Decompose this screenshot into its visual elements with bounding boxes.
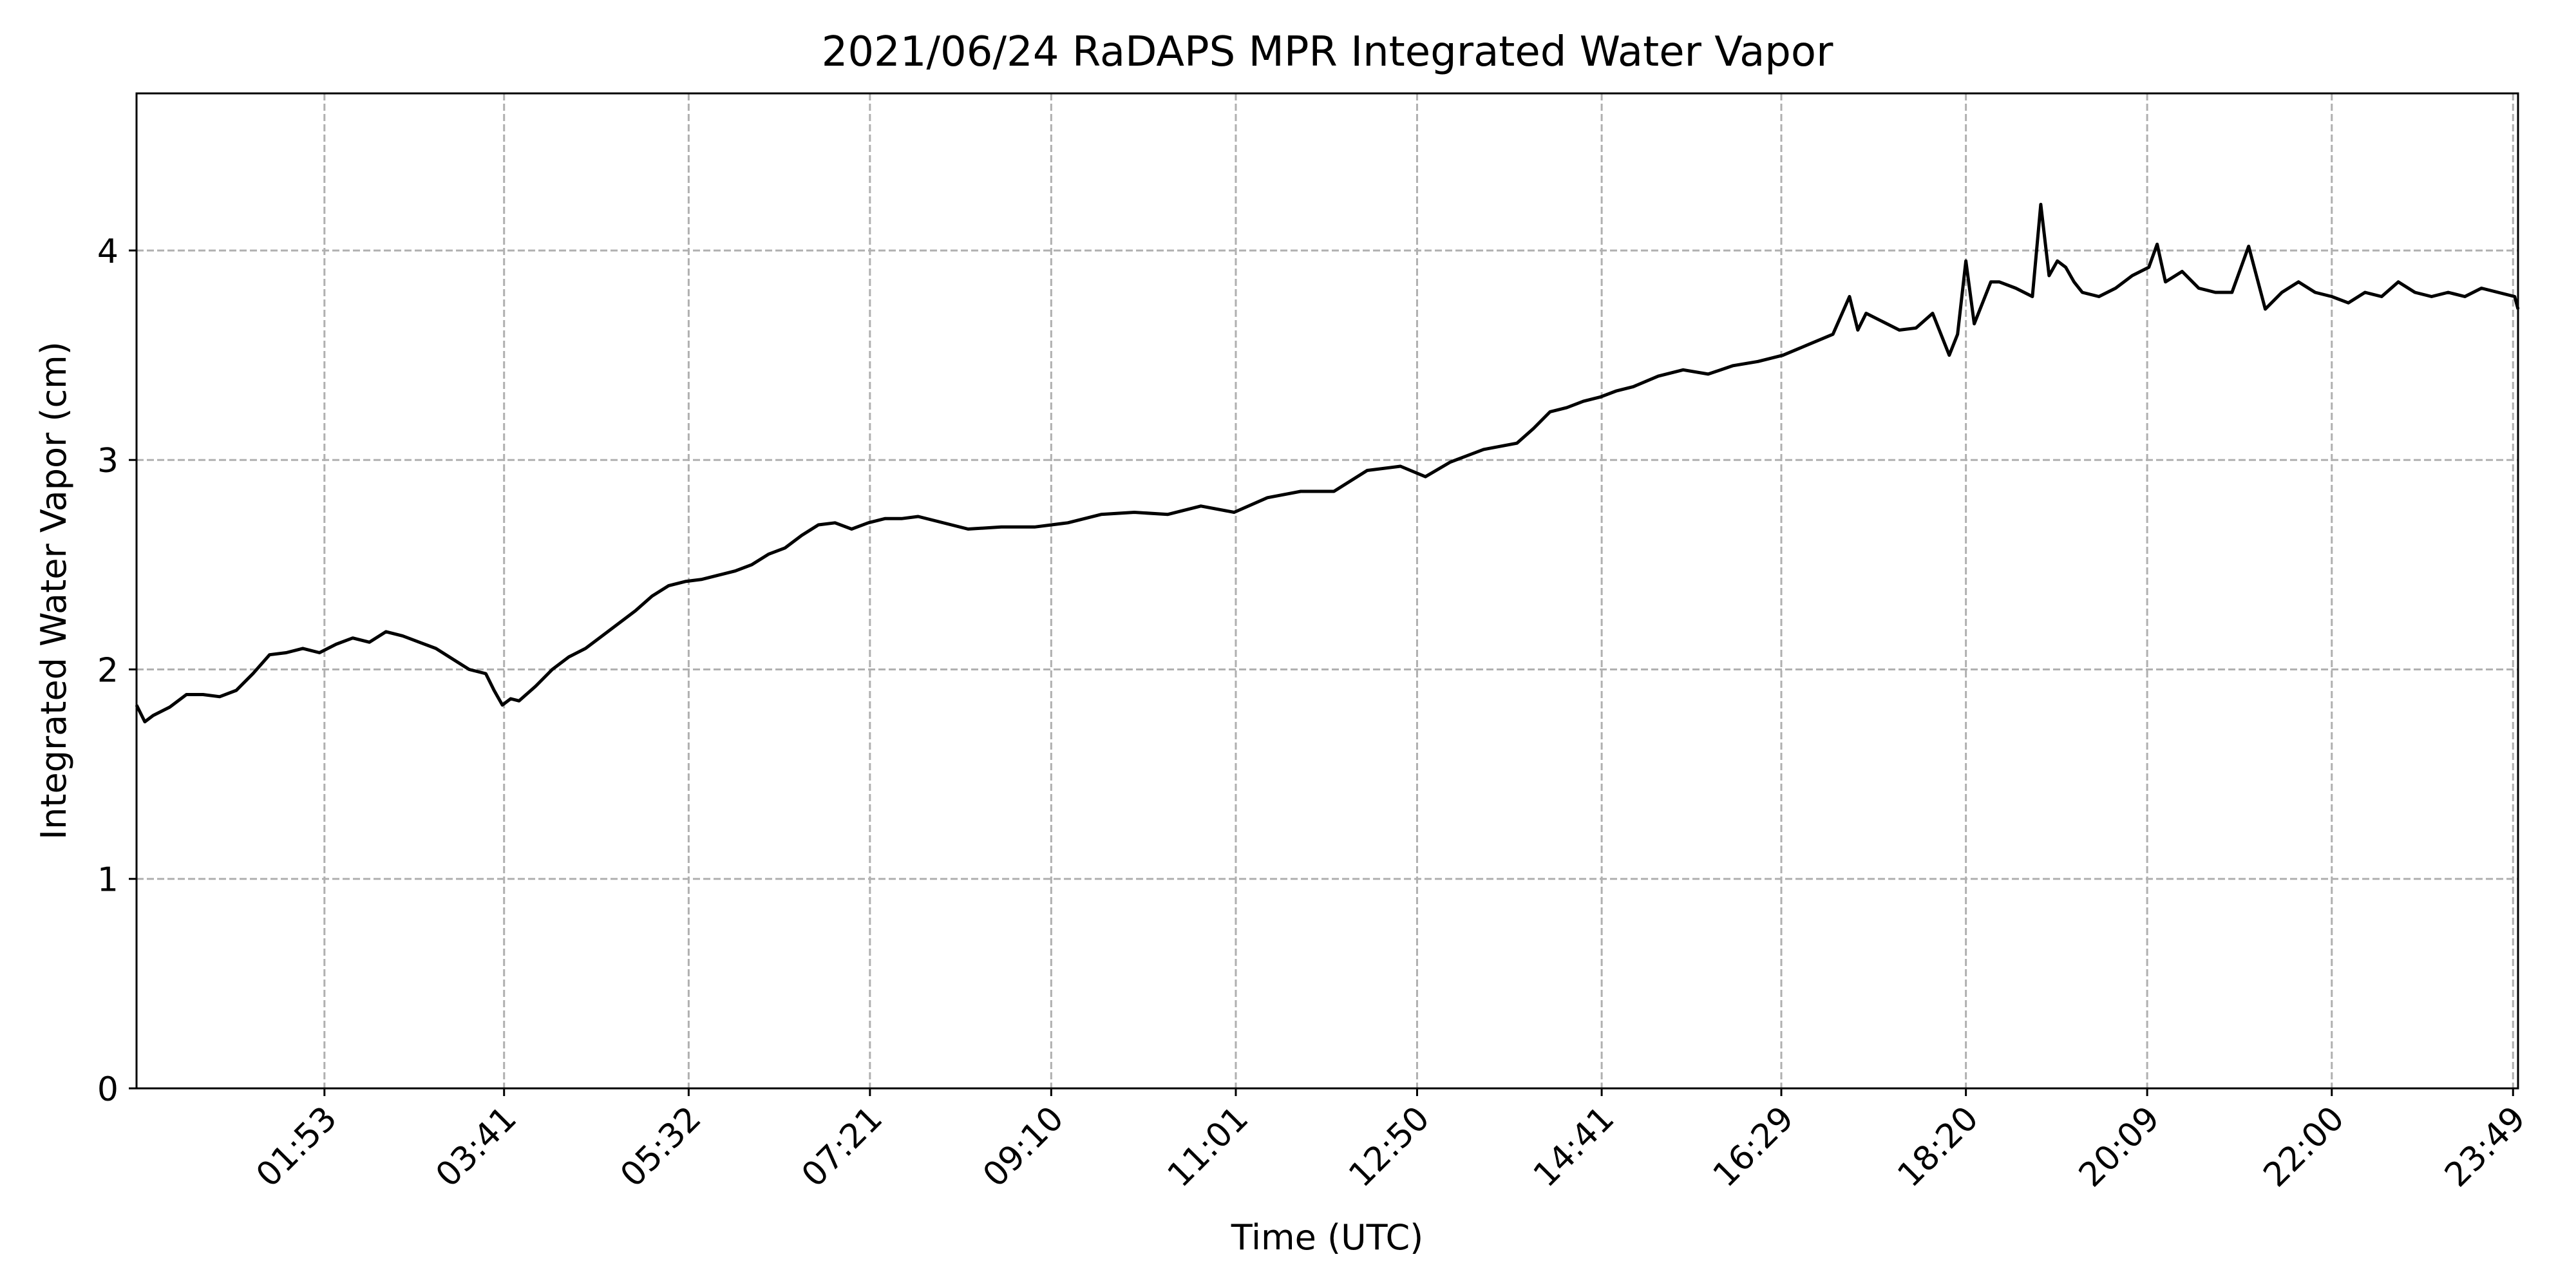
series-line [135,202,2520,724]
y-tick-label: 4 [97,232,118,271]
plot-frame [135,92,2519,1090]
y-tick-label: 1 [97,861,118,900]
grid [137,93,2518,1088]
chart-title: 2021/06/24 RaDAPS MPR Integrated Water V… [822,28,1833,76]
y-tick-label: 3 [97,442,118,480]
y-tick-label: 0 [97,1070,118,1109]
y-tick-label: 2 [97,651,118,690]
y-axis-label: Integrated Water Vapor (cm) [33,341,74,840]
x-axis-label: Time (UTC) [1231,1217,1424,1258]
series-layer [135,202,2520,724]
